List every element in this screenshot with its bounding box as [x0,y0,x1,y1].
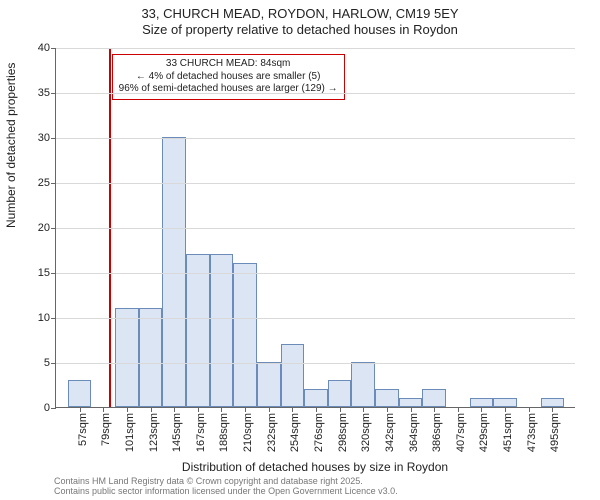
ytick-label: 20 [38,222,50,234]
xtick-mark [363,407,364,412]
y-axis-title: Number of detached properties [4,63,18,228]
xtick-label: 145sqm [171,413,183,452]
footer-attribution: Contains HM Land Registry data © Crown c… [54,476,398,497]
histogram-bar [210,254,234,407]
histogram-bar [328,380,352,407]
xtick-mark [151,407,152,412]
xtick-label: 320sqm [360,413,372,452]
xtick-label: 495sqm [549,413,561,452]
histogram-bar [493,398,517,407]
histogram-bar [68,380,92,407]
histogram-bar [139,308,163,407]
xtick-mark [387,407,388,412]
xtick-label: 167sqm [195,413,207,452]
ytick-mark [51,363,56,364]
xtick-label: 342sqm [384,413,396,452]
gridline [56,183,575,184]
chart-container: 33, CHURCH MEAD, ROYDON, HARLOW, CM19 5E… [0,0,600,500]
ytick-mark [51,183,56,184]
histogram-bar [399,398,423,407]
plot-area: 33 CHURCH MEAD: 84sqm ← 4% of detached h… [55,48,575,408]
gridline [56,363,575,364]
histogram-bar [186,254,210,407]
xtick-label: 407sqm [455,413,467,452]
xtick-mark [80,407,81,412]
title-block: 33, CHURCH MEAD, ROYDON, HARLOW, CM19 5E… [0,0,600,39]
xtick-label: 79sqm [100,413,112,446]
ytick-label: 0 [44,402,50,414]
xtick-label: 210sqm [242,413,254,452]
xtick-label: 276sqm [313,413,325,452]
histogram-bar [162,137,186,407]
xtick-mark [529,407,530,412]
ytick-label: 15 [38,267,50,279]
xtick-label: 386sqm [431,413,443,452]
xtick-label: 57sqm [77,413,89,446]
xtick-mark [198,407,199,412]
histogram-bar [257,362,281,407]
xtick-mark [481,407,482,412]
gridline [56,93,575,94]
xtick-mark [174,407,175,412]
histogram-bar [351,362,375,407]
histogram-bar [281,344,305,407]
xtick-mark [245,407,246,412]
x-axis-title: Distribution of detached houses by size … [55,460,575,474]
footer-line-1: Contains HM Land Registry data © Crown c… [54,476,398,486]
ytick-label: 30 [38,132,50,144]
gridline [56,318,575,319]
ytick-mark [51,228,56,229]
xtick-mark [292,407,293,412]
gridline [56,273,575,274]
histogram-bar [115,308,139,407]
gridline [56,138,575,139]
xtick-label: 473sqm [526,413,538,452]
ytick-mark [51,48,56,49]
ytick-mark [51,93,56,94]
xtick-label: 254sqm [289,413,301,452]
xtick-mark [127,407,128,412]
histogram-bar [541,398,565,407]
histogram-bar [470,398,494,407]
histogram-bar [375,389,399,407]
title-line-1: 33, CHURCH MEAD, ROYDON, HARLOW, CM19 5E… [0,6,600,22]
ytick-label: 25 [38,177,50,189]
annotation-line-2: ← 4% of detached houses are smaller (5) [119,71,338,84]
footer-line-2: Contains public sector information licen… [54,486,398,496]
xtick-label: 123sqm [148,413,160,452]
ytick-label: 10 [38,312,50,324]
xtick-label: 364sqm [408,413,420,452]
xtick-label: 298sqm [337,413,349,452]
gridline [56,48,575,49]
annotation-line-1: 33 CHURCH MEAD: 84sqm [119,58,338,71]
ytick-mark [51,273,56,274]
title-line-2: Size of property relative to detached ho… [0,22,600,38]
xtick-label: 101sqm [124,413,136,452]
ytick-label: 40 [38,42,50,54]
histogram-bar [422,389,446,407]
xtick-mark [340,407,341,412]
ytick-mark [51,408,56,409]
xtick-mark [505,407,506,412]
ytick-label: 5 [44,357,50,369]
ytick-label: 35 [38,87,50,99]
histogram-bar [233,263,257,407]
xtick-label: 451sqm [502,413,514,452]
ytick-mark [51,318,56,319]
ytick-mark [51,138,56,139]
xtick-mark [103,407,104,412]
xtick-mark [552,407,553,412]
xtick-mark [221,407,222,412]
gridline [56,228,575,229]
histogram-bar [304,389,328,407]
xtick-mark [316,407,317,412]
xtick-mark [269,407,270,412]
xtick-mark [434,407,435,412]
xtick-label: 232sqm [266,413,278,452]
xtick-label: 188sqm [218,413,230,452]
xtick-mark [411,407,412,412]
xtick-label: 429sqm [478,413,490,452]
xtick-mark [458,407,459,412]
